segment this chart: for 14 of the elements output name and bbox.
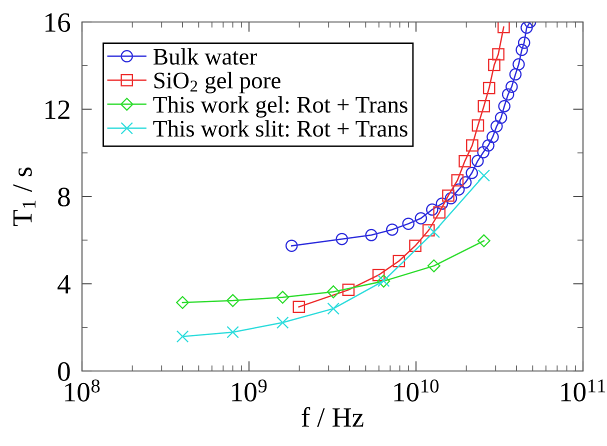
y-tick-label: 16: [46, 13, 70, 32]
y-tick-label: 4: [58, 275, 70, 294]
x-axis-title: f / Hz: [302, 407, 364, 427]
legend-label: This work slit: Rot + Trans: [153, 120, 408, 137]
legend-label: Bulk water: [154, 48, 257, 65]
y-tick-label: 0: [58, 362, 70, 381]
x-tick-label: 10$^{10}$: [394, 379, 439, 402]
legend-label: SiO$_{2}$ gel pore: [154, 72, 280, 94]
y-axis-title: T$_{1}$ / s: [13, 168, 36, 226]
x-tick-label: 10$^{11}$: [561, 379, 606, 402]
y-tick-label: 8: [58, 188, 70, 206]
x-tick-label: 10$^{9}$: [232, 379, 267, 402]
legend-label: This work gel: Rot + Trans: [153, 96, 408, 118]
y-tick-label: 12: [46, 100, 70, 119]
